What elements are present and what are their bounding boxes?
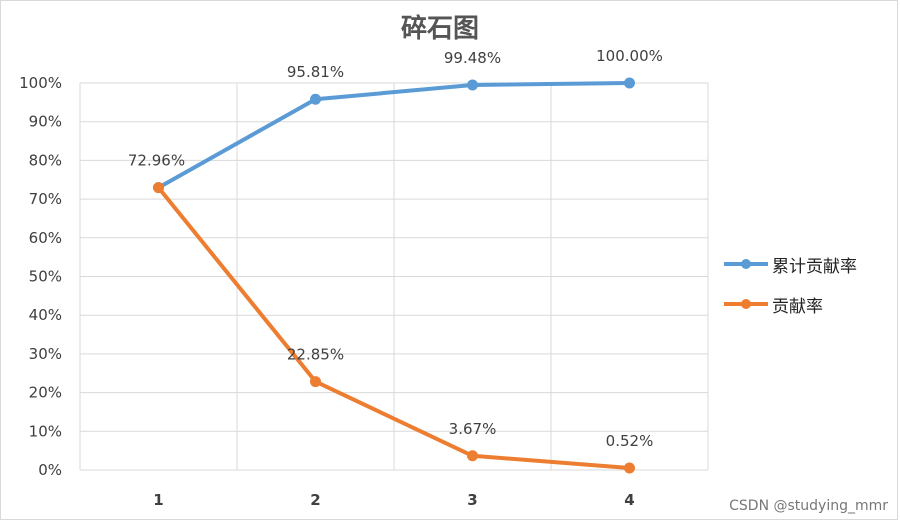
y-tick-label: 100%: [19, 74, 62, 92]
data-label: 0.52%: [606, 432, 654, 450]
x-tick-label: 1: [153, 491, 163, 509]
x-tick-label: 2: [310, 491, 320, 509]
legend-item-cumulative: 累计贡献率: [724, 244, 857, 284]
y-tick-label: 0%: [38, 461, 62, 479]
data-point: [624, 77, 635, 89]
watermark: CSDN @studying_mmr: [729, 498, 888, 514]
legend-label-cumulative: 累计贡献率: [772, 256, 857, 277]
y-tick-label: 10%: [29, 422, 62, 440]
data-point: [624, 462, 635, 474]
data-label: 99.48%: [444, 49, 501, 67]
data-label: 100.00%: [596, 47, 663, 65]
data-point: [310, 93, 321, 105]
data-label: 95.81%: [287, 63, 344, 81]
y-tick-label: 40%: [29, 306, 62, 324]
y-tick-label: 80%: [29, 151, 62, 169]
y-tick-label: 60%: [29, 229, 62, 247]
series-line: [156, 186, 630, 470]
data-point: [467, 450, 478, 462]
data-point: [310, 376, 321, 388]
y-tick-label: 30%: [29, 345, 62, 363]
data-label: 72.96%: [128, 152, 185, 170]
legend: 累计贡献率 贡献率: [724, 244, 857, 324]
data-label: 3.67%: [449, 420, 497, 438]
series-line: [157, 81, 630, 190]
data-label: 22.85%: [287, 346, 344, 364]
x-tick-label: 4: [624, 491, 634, 509]
chart-title: 碎石图: [400, 14, 479, 44]
legend-swatch-cumulative: [724, 259, 768, 269]
legend-swatch-contribution: [724, 299, 768, 309]
data-point: [153, 182, 164, 194]
legend-item-contribution: 贡献率: [724, 284, 857, 324]
y-tick-label: 70%: [29, 190, 62, 208]
legend-label-contribution: 贡献率: [772, 296, 823, 317]
y-tick-label: 50%: [29, 268, 62, 286]
y-tick-label: 20%: [29, 384, 62, 402]
x-tick-label: 3: [467, 491, 477, 509]
data-point: [467, 79, 478, 91]
y-tick-label: 90%: [29, 113, 62, 131]
